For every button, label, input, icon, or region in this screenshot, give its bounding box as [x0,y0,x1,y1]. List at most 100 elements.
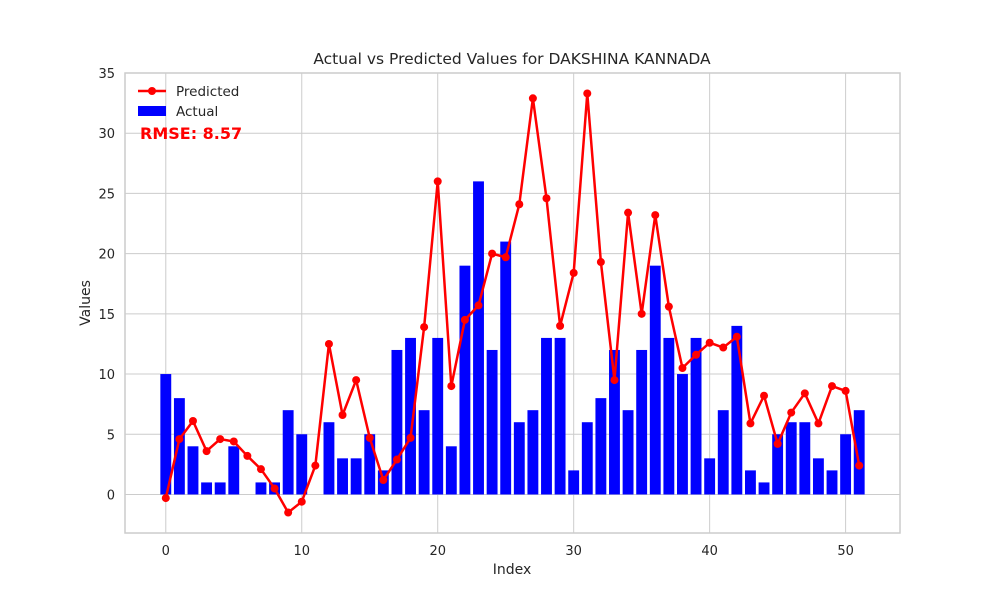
actual-bar [622,410,634,495]
legend-predicted-marker [148,87,156,95]
predicted-point [297,497,306,506]
predicted-point [474,301,483,310]
actual-bar [173,398,185,495]
y-axis-title: Values [78,280,94,326]
actual-bar [636,349,648,495]
actual-bar [568,470,580,495]
y-tick-label: 30 [98,127,115,142]
predicted-point [787,408,796,417]
predicted-point [447,382,456,391]
predicted-point [651,211,660,220]
predicted-point [828,382,837,391]
actual-bar [812,458,824,495]
actual-bar [663,337,675,495]
actual-bar [758,482,770,495]
actual-bar [228,446,240,495]
predicted-point [583,89,592,98]
predicted-point [637,309,646,318]
x-tick-label: 30 [565,544,582,559]
actual-bar [160,374,172,495]
actual-bar [609,349,620,495]
actual-bar [201,482,213,495]
predicted-point [338,410,347,419]
predicted-point [610,376,619,385]
x-tick-label: 50 [837,544,854,559]
plot-frame [124,72,901,534]
actual-bar [554,337,566,495]
actual-bar [364,434,376,495]
y-tick-label: 35 [98,67,115,82]
actual-bar [513,422,525,495]
actual-bar [826,470,838,495]
actual-bar [350,458,362,495]
predicted-point [692,350,701,359]
predicted-point [311,461,320,470]
actual-bar [690,337,702,495]
predicted-point [324,339,333,348]
legend: Predicted Actual [138,84,239,120]
predicted-point [243,451,252,460]
actual-bar [527,410,539,495]
actual-bar [785,422,797,495]
predicted-point [406,433,415,442]
y-tick-label: 5 [107,428,115,443]
predicted-point [460,315,469,324]
rmse-annotation: RMSE: 8.57 [140,124,242,143]
predicted-point [270,484,279,493]
predicted-point [501,253,510,262]
actual-bar [772,434,784,495]
actual-bar [649,265,661,495]
actual-bar [337,458,348,495]
predicted-point [569,268,578,277]
predicted-point [161,494,170,503]
actual-bar [486,349,498,495]
predicted-point [800,389,809,398]
legend-actual-label: Actual [176,104,218,120]
actual-bar [853,410,865,495]
legend-predicted-label: Predicted [176,84,239,100]
actual-bar [214,482,226,495]
actual-bar [405,337,416,495]
y-tick-labels: 0 5 10 15 20 25 30 35 [98,67,115,503]
x-tick-label: 10 [293,544,310,559]
predicted-point [746,419,755,428]
predicted-point [624,208,633,217]
predicted-point [229,437,238,446]
predicted-point [773,439,782,448]
x-tick-label: 20 [429,544,446,559]
predicted-point [515,200,524,209]
actual-bar [187,446,199,495]
plot-area [125,73,900,533]
actual-bar [541,337,552,495]
predicted-point [433,177,442,186]
actual-bar [459,265,471,495]
actual-bar [500,241,512,495]
predicted-point [542,194,551,203]
actual-bar [745,470,756,495]
actual-bar [255,482,267,495]
actual-bar [391,349,403,495]
predicted-point [352,376,361,385]
predicted-point [705,338,714,347]
predicted-point [841,386,850,395]
y-tick-label: 25 [98,187,115,202]
actual-bar [595,398,607,495]
predicted-point [732,332,741,341]
predicted-point [256,465,265,474]
legend-actual-swatch [138,106,166,116]
predicted-point [420,323,429,332]
actual-bar [296,434,308,495]
actual-bar [418,410,430,495]
actual-bar [445,446,457,495]
predicted-point [855,461,864,470]
actual-bar [840,434,852,495]
actual-bar [473,181,484,495]
actual-bar [677,374,688,495]
predicted-point [284,508,293,517]
actual-bar [282,410,294,495]
predicted-point [216,435,225,444]
actual-bar [581,422,593,495]
x-tick-label: 40 [701,544,718,559]
predicted-series-line [164,92,861,514]
